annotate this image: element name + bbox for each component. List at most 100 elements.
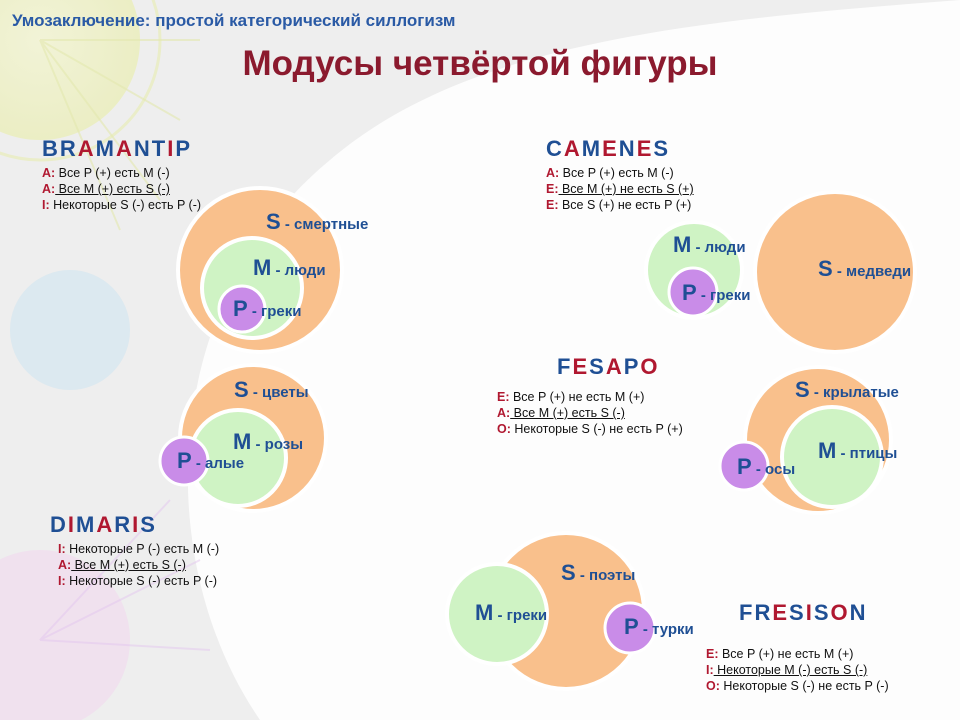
premise-line: E: Все S (+) не есть P (+) xyxy=(546,197,694,213)
premise-text: Все P (+) есть M (-) xyxy=(559,166,674,180)
label-letter: S xyxy=(561,560,576,585)
premise-letter: O: xyxy=(706,679,720,693)
fesapo-letters-0: F xyxy=(557,354,573,379)
circle-s-camenes xyxy=(753,190,917,354)
premise-line: A: Все P (+) есть M (-) xyxy=(546,165,694,181)
label-letter: S xyxy=(818,256,833,281)
bramantip-letters-4: NT xyxy=(133,136,168,161)
circle-p-flowers xyxy=(158,435,210,487)
decor-rays xyxy=(39,39,200,231)
premise-letter: A: xyxy=(58,558,72,572)
decor-pink-circle xyxy=(0,550,130,720)
premise-line: I: Некоторые S (-) есть P (-) xyxy=(58,573,219,589)
label-letter: P xyxy=(624,614,639,639)
label-desc: - осы xyxy=(751,461,796,478)
label-p-camenes: P - греки xyxy=(682,280,751,306)
label-m-flowers: M - розы xyxy=(233,429,303,455)
label-s-flowers: S - цветы xyxy=(234,377,309,403)
label-m-camenes: M - люди xyxy=(673,232,746,258)
label-p-fresison: P - турки xyxy=(624,614,694,640)
label-p-flowers: P - алые xyxy=(177,448,244,474)
dimaris-letters-1: I xyxy=(67,512,77,537)
label-letter: M xyxy=(233,429,252,454)
mood-dimaris-title: DIMARIS xyxy=(50,512,157,538)
diagram-fresison xyxy=(445,531,657,691)
premises-fresison: E: Все P (+) не есть M (+) I: Некоторые M… xyxy=(706,646,889,694)
label-desc: - поэты xyxy=(575,567,636,584)
subtitle-prefix: Умозаключение: xyxy=(12,11,151,30)
label-letter: M xyxy=(673,232,692,257)
premise-text: Все M (+) есть S (-) xyxy=(71,558,186,572)
premise-text: Все P (+) есть M (-) xyxy=(55,166,170,180)
fresison-letters-0: FR xyxy=(739,600,773,625)
label-letter: P xyxy=(682,280,697,305)
premise-letter: E: xyxy=(706,647,719,661)
premise-letter: I: xyxy=(58,542,66,556)
premises-camenes: A: Все P (+) есть M (-) E: Все M (+) не е… xyxy=(546,165,694,213)
premise-line: I: Некоторые M (-) есть S (-) xyxy=(706,662,889,678)
premise-line: I: Некоторые P (-) есть M (-) xyxy=(58,541,219,557)
label-m-fesapo: M - птицы xyxy=(818,438,897,464)
subtitle-rest: простой категорический силлогизм xyxy=(150,11,456,30)
label-letter: S xyxy=(234,377,249,402)
decor-rays-pink xyxy=(39,499,211,651)
label-desc: - люди xyxy=(691,239,746,256)
label-m-bramantip: M - люди xyxy=(253,255,326,281)
label-desc: - алые xyxy=(191,455,245,472)
fesapo-letters-5: O xyxy=(640,354,660,379)
bramantip-letters-1: A xyxy=(77,136,96,161)
decor-sun-circle xyxy=(0,0,140,140)
label-desc: - турки xyxy=(638,621,694,638)
premises-dimaris: I: Некоторые P (-) есть M (-) A: Все M (+… xyxy=(58,541,219,589)
bramantip-letters-6: P xyxy=(175,136,193,161)
label-letter: P xyxy=(737,454,752,479)
fresison-letters-6: N xyxy=(849,600,868,625)
camenes-letters-5: E xyxy=(636,136,654,161)
premise-line: E: Все P (+) не есть M (+) xyxy=(497,389,683,405)
label-letter: S xyxy=(795,377,810,402)
page-subtitle: Умозаключение: простой категорический си… xyxy=(12,11,455,31)
bramantip-letters-5: I xyxy=(167,136,176,161)
dimaris-letters-3: A xyxy=(96,512,115,537)
camenes-letters-3: E xyxy=(602,136,619,161)
fresison-letters-4: S xyxy=(813,600,831,625)
premise-text: Некоторые S (-) не есть P (+) xyxy=(510,422,683,436)
fesapo-letters-2: S xyxy=(589,354,606,379)
camenes-letters-2: M xyxy=(581,136,603,161)
circle-p-camenes xyxy=(667,266,719,318)
label-letter: P xyxy=(233,296,248,321)
label-s-camenes: S - медведи xyxy=(818,256,911,282)
premise-line: A: Все P (+) есть M (-) xyxy=(42,165,201,181)
diagram-flowers xyxy=(158,363,328,513)
premise-letter: A: xyxy=(42,166,56,180)
premise-text: Все M (+) не есть S (+) xyxy=(558,182,694,196)
fesapo-letters-1: E xyxy=(572,354,590,379)
label-desc: - греки xyxy=(493,607,548,624)
premise-text: Все M (+) есть S (-) xyxy=(510,406,625,420)
premise-text: Некоторые P (-) есть M (-) xyxy=(65,542,220,556)
circle-p-bramantip xyxy=(217,284,267,334)
fresison-letters-5: O xyxy=(830,600,850,625)
premise-letter: I: xyxy=(58,574,66,588)
dimaris-letters-2: M xyxy=(76,512,97,537)
premise-line: A: Все M (+) есть S (-) xyxy=(58,557,219,573)
label-p-bramantip: P - греки xyxy=(233,296,302,322)
mood-camenes-title: CAMENES xyxy=(546,136,670,162)
diagram-camenes xyxy=(644,190,917,354)
premise-text: Некоторые S (-) не есть P (-) xyxy=(719,679,889,693)
premise-line: A: Все M (+) есть S (-) xyxy=(42,181,201,197)
fresison-letters-1: E xyxy=(772,600,790,625)
label-desc: - крылатые xyxy=(809,384,899,401)
premise-text: Все S (+) не есть P (+) xyxy=(558,198,692,212)
circle-m-fresison xyxy=(445,562,549,666)
premise-letter: A: xyxy=(42,182,56,196)
mood-fesapo-title: FESAPO xyxy=(557,354,660,380)
fesapo-letters-3: A xyxy=(605,354,624,379)
bramantip-letters-3: A xyxy=(116,136,134,161)
dimaris-letters-0: D xyxy=(50,512,68,537)
page-title: Модусы четвёртой фигуры xyxy=(242,44,718,83)
premise-line: O: Некоторые S (-) не есть P (+) xyxy=(497,421,683,437)
label-s-fesapo: S - крылатые xyxy=(795,377,899,403)
premise-line: A: Все M (+) есть S (-) xyxy=(497,405,683,421)
